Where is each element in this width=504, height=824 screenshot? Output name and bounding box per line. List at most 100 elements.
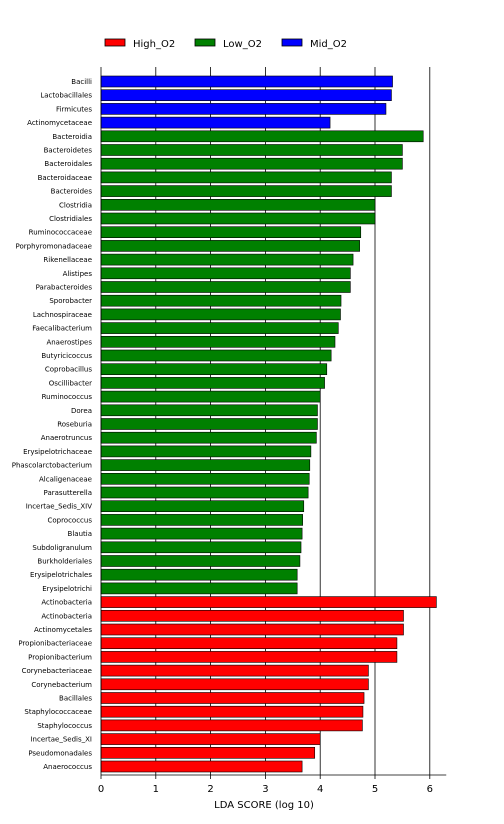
category-label: Oscillibacter xyxy=(49,379,92,387)
bar xyxy=(100,500,305,513)
bar xyxy=(100,746,316,759)
bar xyxy=(100,418,318,430)
category-label: Propionibacterium xyxy=(28,653,92,661)
category-label: Parabacteroides xyxy=(36,284,93,292)
bar xyxy=(100,390,321,403)
category-label: Erysipelotrichales xyxy=(30,571,92,579)
category-label: Alistipes xyxy=(63,270,93,278)
category-label: Subdoligranulum xyxy=(32,544,92,552)
category-label: Pseudomonadales xyxy=(28,749,92,757)
x-axis-title: LDA SCORE (log 10) xyxy=(214,800,314,811)
category-label: Actinomycetaceae xyxy=(27,119,92,127)
category-label: Porphyromonadaceae xyxy=(16,242,92,250)
category-label: Erysipelotrichi xyxy=(42,585,92,593)
category-label: Actinobacteria xyxy=(41,599,92,607)
bar xyxy=(100,541,302,554)
bar xyxy=(100,281,351,293)
bar xyxy=(100,596,437,608)
bar xyxy=(100,678,369,691)
bar xyxy=(100,431,317,444)
category-label: Roseburia xyxy=(57,421,92,429)
category-label: Alcaligenaceae xyxy=(39,475,92,483)
bar xyxy=(100,130,424,143)
category-label: Bacillales xyxy=(59,695,92,703)
bar xyxy=(100,664,369,677)
bar xyxy=(100,568,298,581)
bar xyxy=(100,609,404,622)
category-label: Faecalibacterium xyxy=(32,325,92,333)
legend-label: High_O2 xyxy=(133,39,175,50)
bar xyxy=(100,582,298,595)
bar xyxy=(100,157,403,170)
legend: High_O2 Low_O2 Mid_O2 xyxy=(104,38,347,50)
bar xyxy=(100,459,311,471)
bar xyxy=(100,185,392,197)
bar xyxy=(100,89,392,101)
category-labels: Bacilli Lactobacillales Firmicutes Actinomy… xyxy=(12,78,93,771)
category-label: Bacteroidales xyxy=(44,160,92,168)
x-tick-label: 2 xyxy=(207,784,213,795)
category-label: Incertae_Sedis_XIV xyxy=(26,503,93,511)
category-label: Burkholderiales xyxy=(37,558,92,566)
x-tick-label: 6 xyxy=(427,784,433,795)
category-label: Corynebacterium xyxy=(31,681,92,689)
bar xyxy=(100,335,336,348)
category-label: Lachnospiraceae xyxy=(33,311,92,319)
legend-label: Mid_O2 xyxy=(310,39,347,50)
bar xyxy=(100,555,301,567)
bar xyxy=(100,719,363,732)
category-label: Bacteroidetes xyxy=(44,147,93,155)
category-label: Coprobacillus xyxy=(45,366,92,374)
bar xyxy=(100,322,339,334)
category-label: Staphylococcus xyxy=(37,722,92,730)
category-label: Coprococcus xyxy=(47,516,92,524)
bar xyxy=(100,116,331,129)
bar xyxy=(100,226,362,238)
bar xyxy=(100,308,341,321)
bar xyxy=(100,692,365,704)
legend-label: Low_O2 xyxy=(223,39,262,50)
category-label: Dorea xyxy=(71,407,92,415)
category-label: Phascolarctobacterium xyxy=(12,462,92,470)
x-tick-label: 3 xyxy=(262,784,268,795)
bars xyxy=(100,75,437,773)
bar xyxy=(100,705,364,718)
category-label: Anaerotruncus xyxy=(41,434,93,442)
category-label: Lactobacillales xyxy=(40,92,92,100)
category-label: Propionibacteriaceae xyxy=(18,640,92,648)
category-label: Butyricicoccus xyxy=(41,352,92,360)
category-label: Staphylococcaceae xyxy=(24,708,92,716)
bar xyxy=(100,75,393,88)
legend-item-mid-o2: Mid_O2 xyxy=(281,38,347,50)
bar xyxy=(100,404,318,417)
bar xyxy=(100,527,303,540)
category-label: Clostridiales xyxy=(49,215,92,223)
x-tick-label: 4 xyxy=(317,784,323,795)
category-label: Sporobacter xyxy=(49,297,92,305)
bar xyxy=(100,349,332,362)
bar xyxy=(100,171,392,184)
bar xyxy=(100,253,354,266)
x-tick-label: 5 xyxy=(372,784,378,795)
category-label: Bacteroidaceae xyxy=(38,174,92,182)
category-label: Anaerostipes xyxy=(46,338,92,346)
bar xyxy=(100,445,312,458)
legend-swatch xyxy=(281,38,303,47)
bar xyxy=(100,514,303,526)
bar xyxy=(100,472,310,485)
bar xyxy=(100,363,328,376)
bar xyxy=(100,651,398,663)
category-label: Ruminococcaceae xyxy=(29,229,92,237)
bar xyxy=(100,760,303,773)
category-label: Bacteroides xyxy=(51,188,93,196)
category-label: Actinobacteria xyxy=(41,612,92,620)
category-label: Rikenellaceae xyxy=(43,256,92,264)
bar xyxy=(100,637,398,650)
bar xyxy=(100,733,321,745)
bar xyxy=(100,103,387,115)
legend-swatch xyxy=(194,38,216,47)
category-label: Incertae_Sedis_XI xyxy=(30,736,92,744)
bar xyxy=(100,623,404,636)
category-label: Blautia xyxy=(68,530,92,538)
